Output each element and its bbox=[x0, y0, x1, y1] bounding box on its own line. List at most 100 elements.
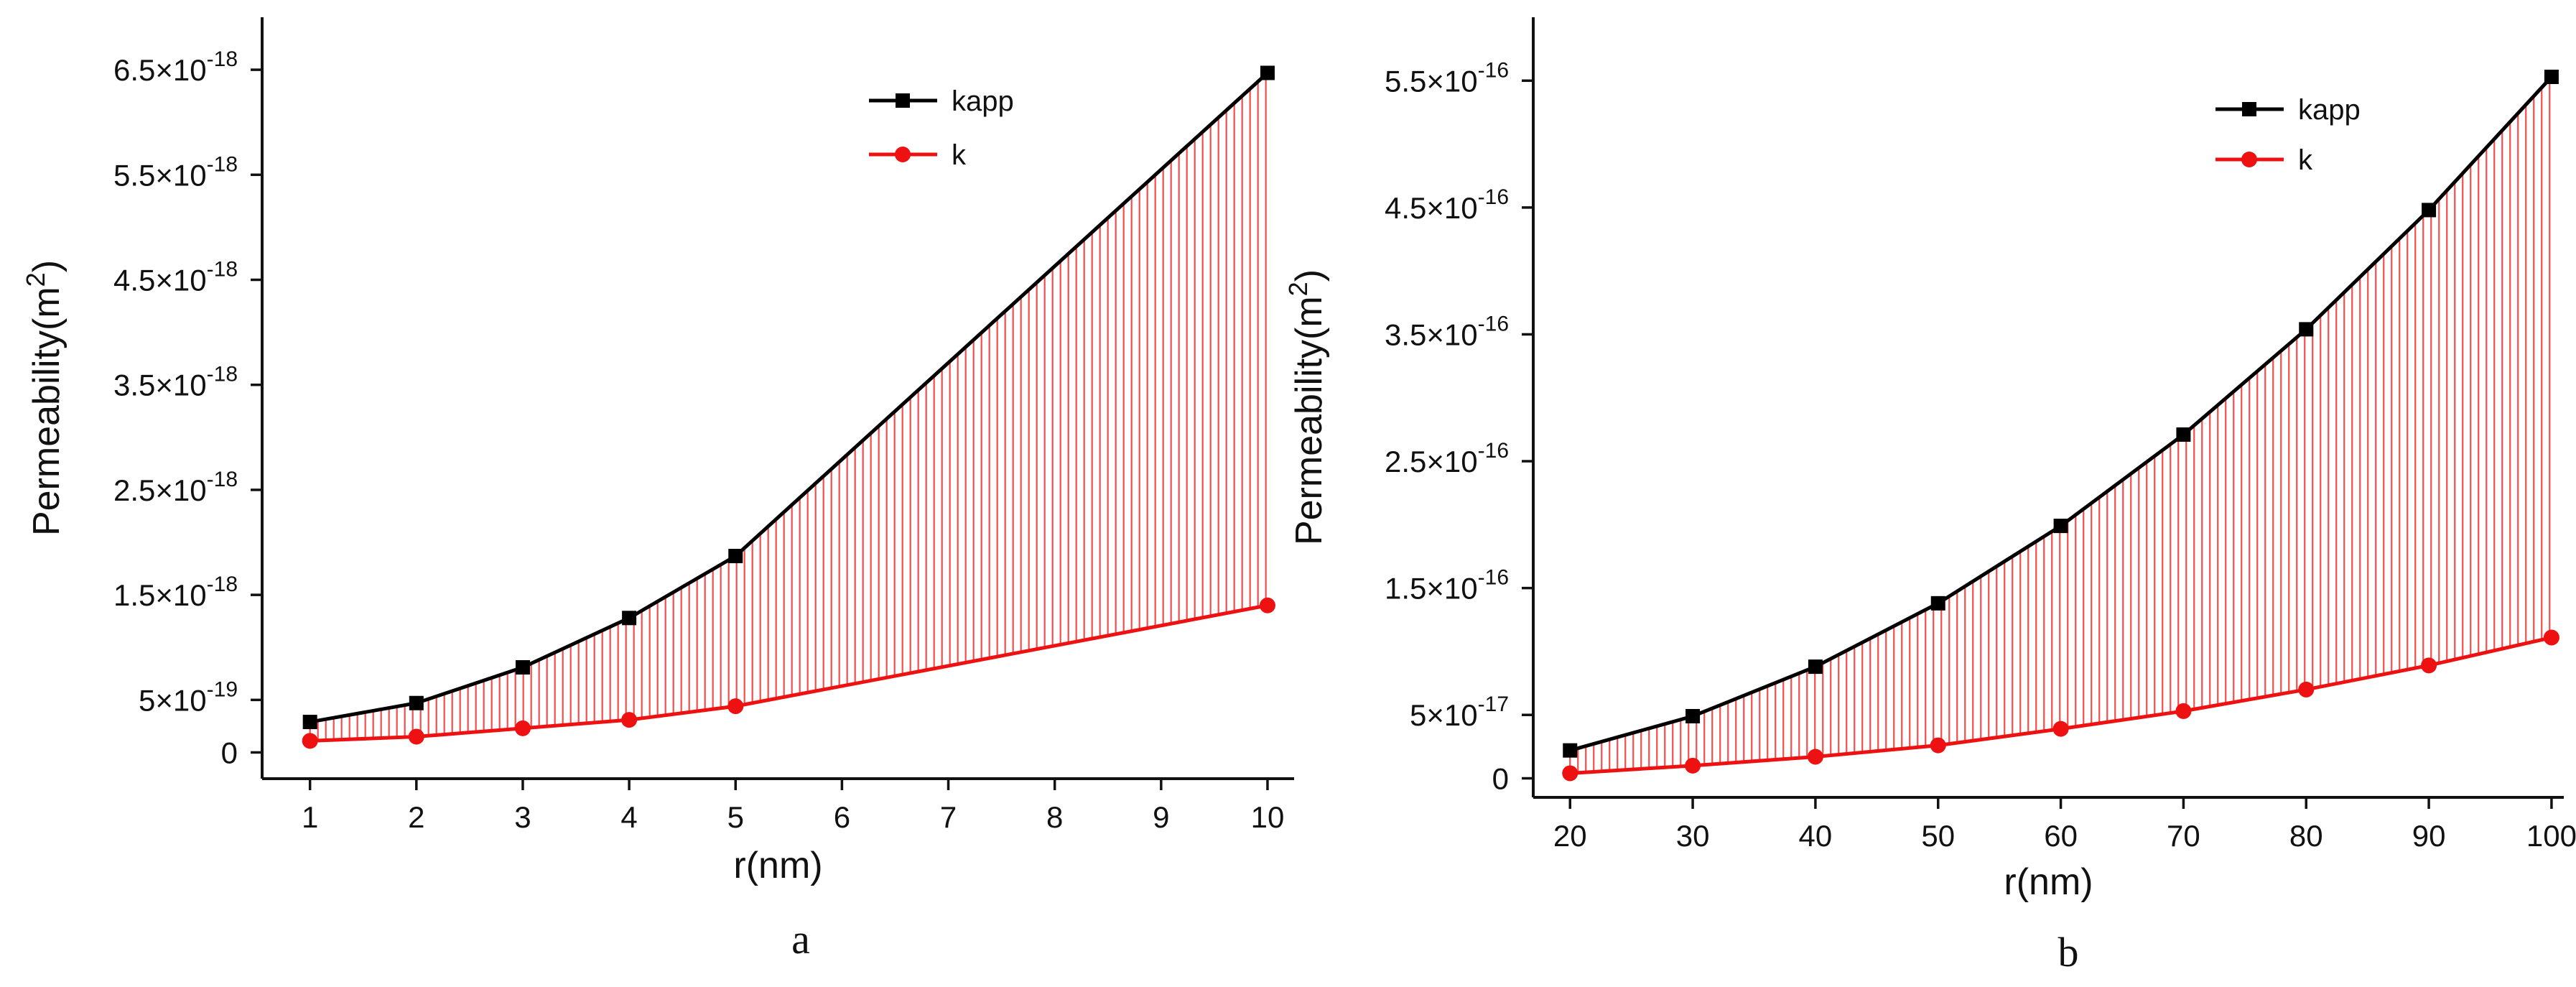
data-point-k bbox=[727, 698, 744, 715]
y-tick-mantissa: 0 bbox=[1492, 762, 1509, 796]
x-tick-label: 40 bbox=[1799, 819, 1833, 853]
legend-label-kapp: kapp bbox=[952, 85, 1014, 117]
y-tick-mantissa: 1.5×10 bbox=[1385, 572, 1478, 606]
data-point-k bbox=[408, 728, 424, 745]
x-axis-title: r(nm) bbox=[733, 845, 822, 886]
data-point-kapp bbox=[515, 660, 530, 675]
y-tick-label: 1.5×10-18 bbox=[113, 573, 238, 612]
data-point-k bbox=[1685, 757, 1701, 774]
legend-marker-kapp bbox=[2242, 102, 2256, 116]
y-tick-label: 5×10-19 bbox=[139, 677, 238, 717]
y-axis-title-close: ) bbox=[26, 260, 68, 272]
y-tick-label: 5×10-17 bbox=[1410, 692, 1509, 732]
y-tick-mantissa: 1.5×10 bbox=[113, 578, 207, 612]
y-tick-mantissa: 2.5×10 bbox=[113, 473, 207, 507]
data-point-kapp bbox=[2176, 427, 2191, 442]
legend: kapp k bbox=[2215, 94, 2361, 176]
y-tick-label: 2.5×10-16 bbox=[1385, 439, 1509, 478]
y-tick-label: 5.5×10-18 bbox=[113, 152, 238, 192]
x-tick-label: 20 bbox=[1553, 819, 1587, 853]
x-tick-label: 30 bbox=[1676, 819, 1710, 853]
data-point-k bbox=[302, 733, 318, 749]
y-tick-exponent: -18 bbox=[207, 47, 238, 71]
x-axis-title: r(nm) bbox=[2004, 861, 2093, 903]
series-line-k bbox=[310, 603, 1268, 743]
panel-label: a bbox=[791, 916, 810, 963]
x-tick-label: 9 bbox=[1153, 800, 1169, 834]
y-tick-exponent: -16 bbox=[1478, 312, 1509, 335]
legend-marker-kapp bbox=[896, 93, 910, 108]
y-axis-title-main: Permeability(m bbox=[1288, 296, 1330, 545]
chart-panel-a: 1 2 3 4 5 6 7 8 9 1005×10-191.5×10-182.5×10-183.5… bbox=[21, 17, 1294, 963]
x-tick-label: 3 bbox=[514, 800, 531, 834]
y-tick-label: 3.5×10-18 bbox=[113, 363, 238, 402]
x-tick-label: 1 bbox=[302, 800, 318, 834]
legend-marker-k bbox=[2241, 152, 2257, 167]
y-tick-label: 3.5×10-16 bbox=[1385, 312, 1509, 351]
x-tick-label: 10 bbox=[1251, 800, 1285, 834]
series-line-kapp bbox=[310, 71, 1269, 724]
x-tick-label: 8 bbox=[1046, 800, 1063, 834]
y-tick-mantissa: 5.5×10 bbox=[1385, 64, 1478, 98]
data-point-k bbox=[2052, 720, 2069, 737]
y-tick-label: 6.5×10-18 bbox=[113, 47, 238, 87]
y-tick-mantissa: 4.5×10 bbox=[113, 264, 207, 297]
data-point-kapp bbox=[1808, 659, 1823, 675]
x-tick-label: 90 bbox=[2412, 819, 2446, 853]
y-tick-exponent: -18 bbox=[207, 152, 238, 176]
x-tick-label: 50 bbox=[1921, 819, 1955, 853]
panel-label: b bbox=[2058, 929, 2079, 976]
y-tick-mantissa: 5.5×10 bbox=[113, 158, 207, 192]
y-tick-exponent: -18 bbox=[207, 363, 238, 386]
x-tick-label: 4 bbox=[620, 800, 637, 834]
legend-label-kapp: kapp bbox=[2298, 94, 2361, 126]
y-tick-mantissa: 4.5×10 bbox=[1385, 191, 1478, 225]
data-point-k bbox=[2175, 703, 2192, 719]
data-point-kapp bbox=[302, 715, 317, 730]
data-point-k bbox=[2543, 629, 2559, 646]
x-tick-label: 60 bbox=[2044, 819, 2078, 853]
chart-panel-b: 20 30 40 50 60 70 80 90 10005×10-171.5×10-162.5×… bbox=[1283, 17, 2576, 976]
legend-marker-k bbox=[895, 147, 911, 162]
data-point-kapp bbox=[1685, 708, 1701, 723]
y-tick-exponent: -18 bbox=[207, 573, 238, 596]
data-point-kapp bbox=[2299, 322, 2314, 337]
x-tick-label: 100 bbox=[2526, 819, 2576, 853]
fill-between-hatch bbox=[309, 74, 1267, 741]
data-point-k bbox=[1807, 749, 1823, 765]
y-tick-exponent: -18 bbox=[207, 258, 238, 282]
x-tick-label: 70 bbox=[2167, 819, 2200, 853]
x-tick-label: 2 bbox=[408, 800, 424, 834]
data-point-kapp bbox=[409, 695, 424, 710]
y-tick-exponent: -17 bbox=[1478, 692, 1509, 716]
data-point-k bbox=[2298, 681, 2315, 698]
y-axis-title-main: Permeability(m bbox=[26, 287, 68, 536]
y-tick-mantissa: 5×10 bbox=[139, 683, 207, 717]
x-tick-label: 6 bbox=[834, 800, 850, 834]
y-tick-exponent: -18 bbox=[207, 468, 238, 491]
x-tick-label: 7 bbox=[940, 800, 957, 834]
y-tick-exponent: -16 bbox=[1478, 58, 1509, 82]
legend: kapp k bbox=[869, 85, 1014, 171]
data-point-kapp bbox=[2053, 519, 2068, 534]
data-point-kapp bbox=[1260, 65, 1275, 80]
data-point-kapp bbox=[2422, 203, 2437, 218]
y-tick-mantissa: 0 bbox=[221, 736, 238, 769]
data-point-k bbox=[514, 720, 531, 736]
y-tick-exponent: -16 bbox=[1478, 566, 1509, 590]
y-tick-label: 4.5×10-16 bbox=[1385, 185, 1509, 225]
data-point-kapp bbox=[622, 611, 637, 626]
y-tick-exponent: -16 bbox=[1478, 439, 1509, 463]
x-tick-label: 80 bbox=[2289, 819, 2323, 853]
series-line-kapp bbox=[1569, 75, 2553, 753]
y-tick-exponent: -16 bbox=[1478, 185, 1509, 209]
data-point-k bbox=[621, 712, 638, 728]
data-point-kapp bbox=[1563, 743, 1578, 758]
y-tick-mantissa: 3.5×10 bbox=[1385, 318, 1478, 351]
y-tick-mantissa: 5×10 bbox=[1410, 698, 1478, 732]
y-axis-title-close: ) bbox=[1288, 269, 1330, 282]
y-tick-label: 0 bbox=[221, 736, 238, 769]
y-tick-label: 5.5×10-16 bbox=[1385, 58, 1509, 98]
data-point-k bbox=[1562, 765, 1578, 782]
